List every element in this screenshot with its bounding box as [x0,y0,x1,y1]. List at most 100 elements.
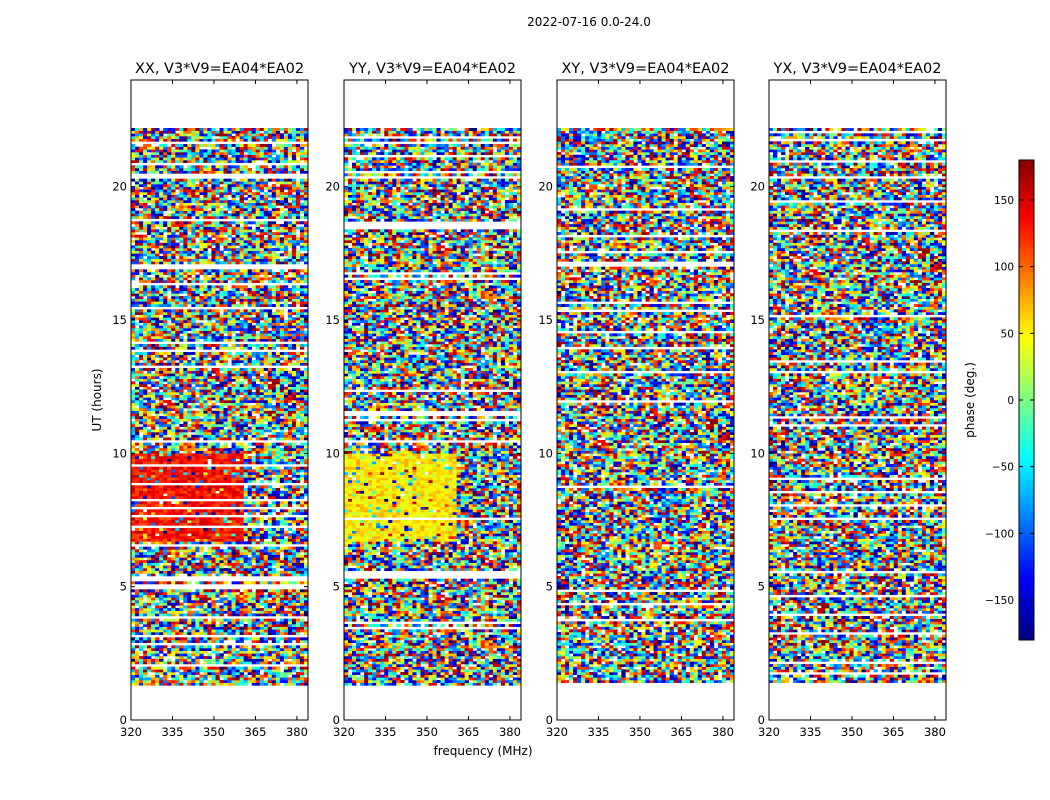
colorbar-segment [1019,248,1034,252]
colorbar-segment [1019,388,1034,392]
colorbar-tick-label: 50 [1001,328,1014,340]
x-tick-label: 365 [882,725,904,739]
colorbar-segment [1019,316,1034,320]
colorbar-segment [1019,332,1034,336]
colorbar-segment [1019,560,1034,564]
colorbar-segment [1019,276,1034,280]
y-tick-label: 20 [325,180,340,194]
x-tick-label: 335 [800,725,822,739]
colorbar-segment [1019,284,1034,288]
x-tick-label: 350 [203,725,225,739]
panel-title: XX, V3*V9=EA04*EA02 [135,61,304,77]
colorbar-segment [1019,304,1034,308]
colorbar-segment [1019,452,1034,456]
colorbar-tick-label: −100 [985,528,1014,540]
x-tick-label: 320 [333,725,355,739]
colorbar-segment [1019,376,1034,380]
colorbar-segment [1019,616,1034,620]
colorbar-segment [1019,600,1034,604]
x-tick-label: 335 [588,725,610,739]
colorbar-segment [1019,612,1034,616]
colorbar-segment [1019,480,1034,484]
colorbar-segment [1019,540,1034,544]
colorbar-segment [1019,260,1034,264]
colorbar-segment [1019,296,1034,300]
colorbar-segment [1019,576,1034,580]
y-tick-label: 15 [112,313,127,327]
colorbar-segment [1019,344,1034,348]
colorbar-segment [1019,244,1034,248]
colorbar-segment [1019,360,1034,364]
colorbar-segment [1019,236,1034,240]
y-tick-label: 5 [120,580,127,594]
colorbar-segment [1019,424,1034,428]
colorbar-segment [1019,176,1034,180]
colorbar-segment [1019,324,1034,328]
y-tick-label: 0 [758,713,765,727]
colorbar-segment [1019,356,1034,360]
colorbar-segment [1019,308,1034,312]
y-tick-label: 10 [538,446,553,460]
figure-suptitle: 2022-07-16 0.0-24.0 [527,15,651,29]
colorbar-segment [1019,508,1034,512]
colorbar-segment [1019,620,1034,624]
x-tick-label: 365 [670,725,692,739]
panels: XX, V3*V9=EA04*EA02 320 335 350 365 380 0 5 10 15… [112,61,946,739]
colorbar-segment [1019,340,1034,344]
colorbar-segment [1019,472,1034,476]
colorbar-segment [1019,448,1034,452]
x-tick-label: 380 [924,725,946,739]
y-tick-label: 5 [758,580,765,594]
colorbar-segment [1019,280,1034,284]
colorbar-segment [1019,352,1034,356]
colorbar-tick-label: 100 [994,262,1014,274]
y-tick-label: 15 [538,313,553,327]
colorbar-segment [1019,496,1034,500]
x-tick-label: 335 [375,725,397,739]
y-tick-label: 10 [750,446,765,460]
colorbar-segment [1019,568,1034,572]
panel-title: XY, V3*V9=EA04*EA02 [561,61,729,77]
phase-heatmap [769,128,946,683]
colorbar-segment [1019,232,1034,236]
colorbar-segment [1019,488,1034,492]
colorbar-segment [1019,608,1034,612]
colorbar-segment [1019,400,1034,404]
colorbar-segment [1019,456,1034,460]
y-tick-label: 20 [112,180,127,194]
colorbar-segment [1019,348,1034,352]
colorbar-segment [1019,212,1034,216]
x-tick-label: 320 [546,725,568,739]
colorbar-segment [1019,268,1034,272]
y-tick-label: 5 [333,580,340,594]
colorbar-segment [1019,552,1034,556]
colorbar-segment [1019,180,1034,184]
y-tick-label: 15 [325,313,340,327]
colorbar-segment [1019,532,1034,536]
x-tick-label: 365 [244,725,266,739]
x-tick-label: 320 [120,725,142,739]
colorbar-segment [1019,564,1034,568]
colorbar-segment [1019,580,1034,584]
colorbar-segment [1019,504,1034,508]
colorbar-segment [1019,428,1034,432]
colorbar-segment [1019,252,1034,256]
colorbar-segment [1019,240,1034,244]
y-tick-label: 10 [112,446,127,460]
colorbar-segment [1019,312,1034,316]
y-tick-label: 0 [546,713,553,727]
y-tick-label: 10 [325,446,340,460]
x-tick-label: 380 [499,725,521,739]
x-tick-label: 320 [758,725,780,739]
colorbar-segment [1019,624,1034,628]
colorbar-segment [1019,404,1034,408]
colorbar-segment [1019,320,1034,324]
colorbar-segment [1019,632,1034,636]
colorbar-segment [1019,300,1034,304]
colorbar-tick-label: 0 [1007,395,1014,407]
colorbar-segment [1019,512,1034,516]
